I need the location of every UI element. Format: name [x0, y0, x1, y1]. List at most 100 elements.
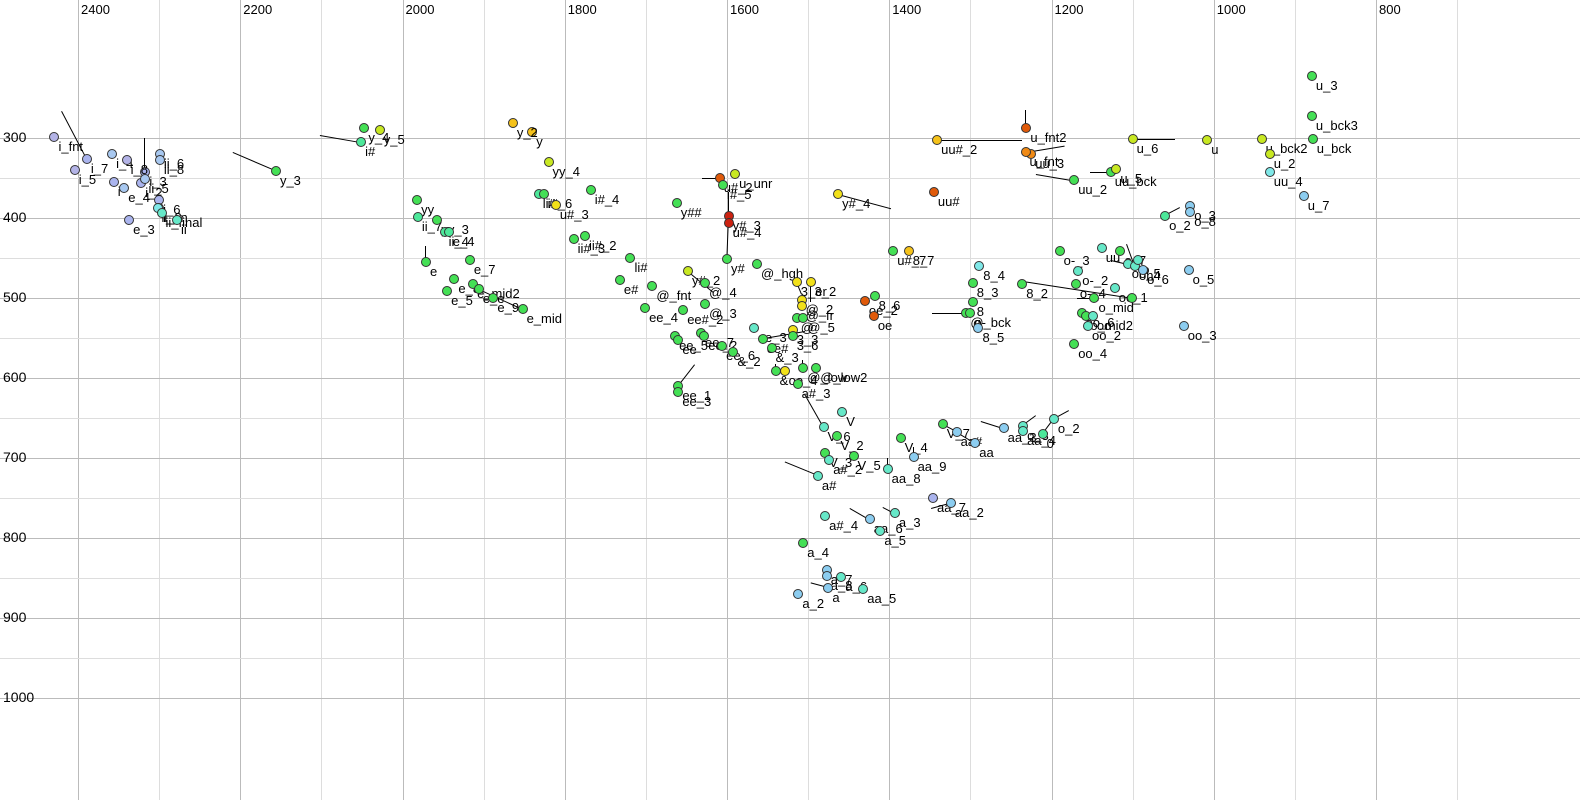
data-point[interactable]: [973, 323, 984, 334]
data-point[interactable]: [748, 322, 759, 333]
data-point[interactable]: [812, 471, 823, 482]
data-point[interactable]: [833, 189, 844, 199]
data-point[interactable]: [1018, 425, 1029, 436]
data-point[interactable]: [1185, 207, 1196, 218]
data-point[interactable]: [1115, 245, 1126, 256]
data-point[interactable]: [412, 195, 423, 206]
data-point[interactable]: [270, 165, 281, 176]
data-point[interactable]: [928, 187, 939, 198]
data-point[interactable]: [700, 277, 711, 288]
data-point[interactable]: [757, 333, 768, 344]
data-point[interactable]: [1178, 321, 1189, 331]
data-point[interactable]: [998, 423, 1009, 434]
data-point[interactable]: [640, 303, 651, 314]
data-point[interactable]: [124, 214, 135, 225]
data-point[interactable]: [967, 277, 978, 288]
data-point[interactable]: [550, 200, 561, 211]
data-point[interactable]: [951, 426, 962, 437]
data-point[interactable]: [507, 117, 518, 128]
data-point[interactable]: [1298, 190, 1309, 201]
data-point[interactable]: [945, 497, 956, 508]
data-point[interactable]: [858, 584, 869, 595]
data-point[interactable]: [1306, 110, 1317, 121]
data-point[interactable]: [647, 281, 658, 291]
data-point[interactable]: [412, 212, 423, 223]
data-point[interactable]: [1048, 413, 1059, 424]
data-point[interactable]: [1183, 265, 1194, 275]
data-point[interactable]: [1021, 123, 1032, 134]
data-point[interactable]: [868, 310, 879, 321]
data-point[interactable]: [473, 284, 484, 295]
data-point[interactable]: [1256, 133, 1267, 144]
data-point[interactable]: [1096, 242, 1107, 253]
data-point[interactable]: [864, 513, 875, 524]
data-point[interactable]: [805, 277, 816, 287]
data-point[interactable]: [442, 285, 453, 296]
data-point[interactable]: [614, 274, 625, 285]
data-point[interactable]: [1089, 293, 1100, 303]
data-point[interactable]: [356, 137, 367, 147]
data-point[interactable]: [717, 341, 728, 351]
data-point[interactable]: [837, 407, 848, 418]
data-point[interactable]: [932, 134, 943, 145]
data-point[interactable]: [69, 165, 80, 175]
data-point[interactable]: [538, 189, 549, 199]
data-point[interactable]: [585, 185, 596, 195]
data-point[interactable]: [1020, 146, 1031, 157]
data-point[interactable]: [967, 297, 978, 307]
data-point[interactable]: [1069, 175, 1080, 186]
data-point[interactable]: [1073, 265, 1084, 276]
data-point[interactable]: [831, 431, 842, 442]
data-point[interactable]: [798, 537, 809, 548]
data-point[interactable]: [1264, 149, 1275, 159]
data-point[interactable]: [449, 273, 460, 284]
data-point[interactable]: [488, 293, 499, 303]
data-point[interactable]: [787, 331, 798, 342]
data-point[interactable]: [517, 304, 528, 315]
data-point[interactable]: [823, 582, 834, 593]
data-point[interactable]: [464, 254, 475, 265]
data-point[interactable]: [928, 493, 939, 503]
data-point[interactable]: [1307, 133, 1318, 144]
data-point[interactable]: [374, 125, 385, 135]
data-point[interactable]: [1264, 166, 1275, 177]
data-point[interactable]: [1126, 293, 1137, 303]
data-point[interactable]: [1017, 278, 1028, 289]
data-point[interactable]: [818, 421, 829, 432]
data-point[interactable]: [673, 386, 684, 397]
data-point[interactable]: [49, 132, 60, 143]
data-point[interactable]: [723, 217, 734, 228]
data-point[interactable]: [154, 155, 165, 166]
data-point[interactable]: [1069, 339, 1080, 350]
data-point[interactable]: [889, 508, 900, 519]
data-point[interactable]: [888, 245, 899, 256]
data-point[interactable]: [717, 180, 728, 191]
data-point[interactable]: [974, 261, 985, 271]
data-point[interactable]: [580, 231, 591, 242]
data-point[interactable]: [156, 208, 167, 219]
data-point[interactable]: [1109, 282, 1120, 293]
data-point[interactable]: [796, 301, 807, 311]
data-point[interactable]: [836, 572, 847, 583]
data-point[interactable]: [1070, 278, 1081, 289]
data-point[interactable]: [859, 296, 870, 307]
data-point[interactable]: [673, 335, 684, 346]
data-point[interactable]: [1133, 254, 1144, 265]
data-point[interactable]: [671, 197, 682, 208]
data-point[interactable]: [791, 277, 802, 287]
data-point[interactable]: [903, 245, 914, 256]
data-point[interactable]: [432, 214, 443, 225]
data-point[interactable]: [700, 299, 711, 310]
data-point[interactable]: [882, 464, 893, 475]
data-point[interactable]: [683, 265, 694, 276]
data-point[interactable]: [568, 233, 579, 244]
data-point[interactable]: [1127, 133, 1138, 144]
data-point[interactable]: [730, 169, 741, 179]
data-point[interactable]: [121, 155, 132, 166]
data-point[interactable]: [811, 363, 822, 374]
data-point[interactable]: [824, 455, 835, 466]
data-point[interactable]: [820, 510, 831, 521]
data-point[interactable]: [625, 253, 636, 263]
data-point[interactable]: [678, 305, 689, 315]
